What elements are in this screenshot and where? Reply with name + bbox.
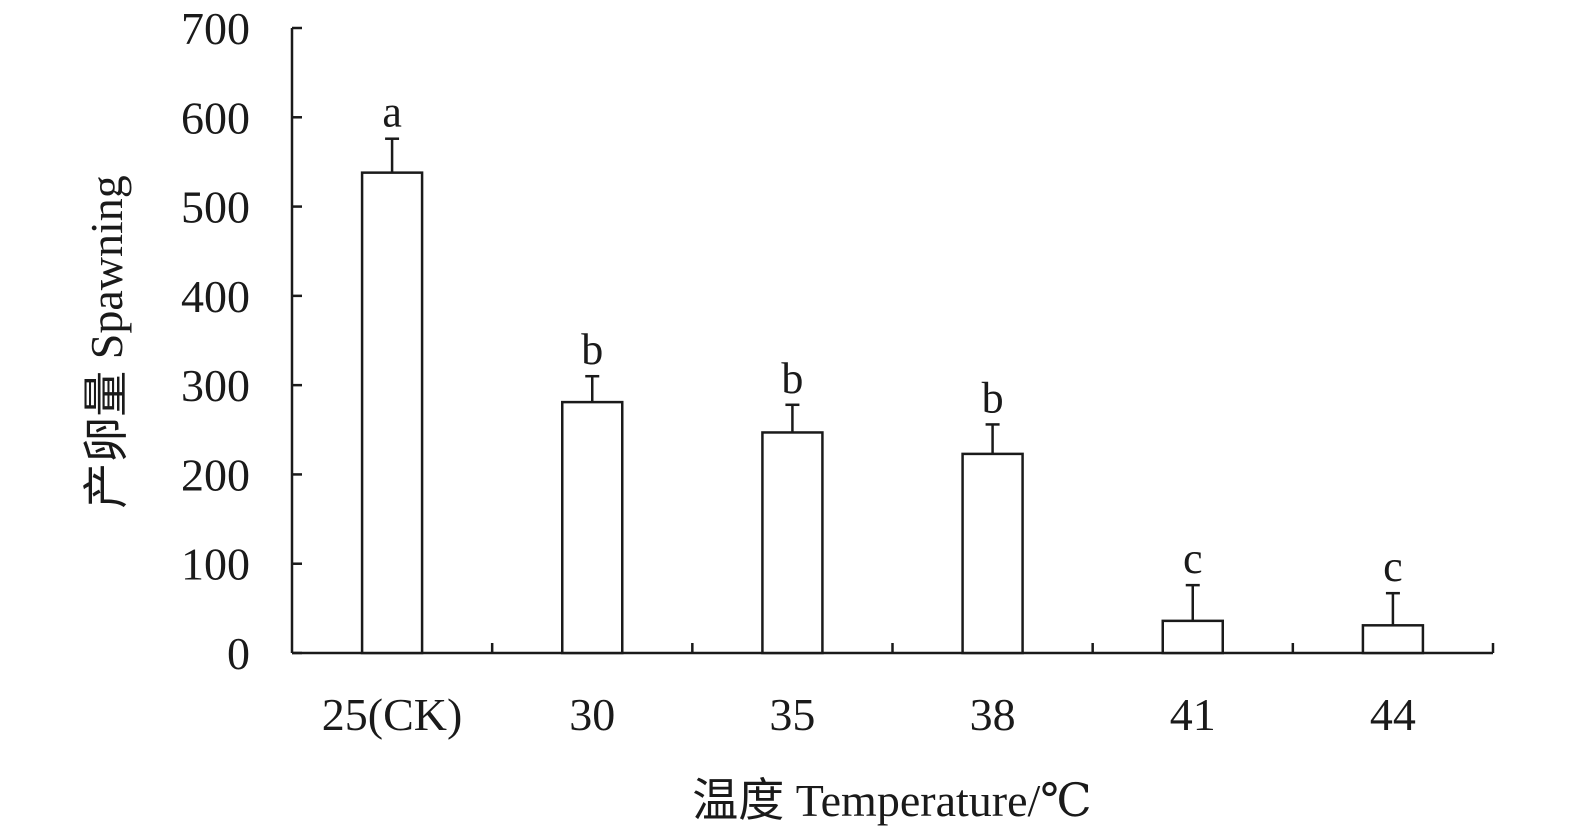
bar-4: [1161, 619, 1224, 655]
bar-5: [1361, 624, 1425, 655]
significance-label-5: c: [1383, 542, 1403, 591]
x-tick-label-1: 30: [569, 689, 615, 740]
y-axis-title: 产卵量 Spawning: [81, 175, 132, 509]
bar-0: [360, 171, 424, 655]
y-tick-label: 400: [181, 271, 250, 322]
significance-label-1: b: [581, 325, 603, 374]
y-tick-label: 300: [181, 360, 250, 411]
y-tick-label: 0: [227, 628, 250, 679]
plot-area: 0 100 200 300 400 500 600 700 a 25(CK) b 30 b 35 b 38 c 4…: [181, 3, 1495, 740]
x-tick-label-2: 35: [769, 689, 815, 740]
bar-3: [961, 452, 1024, 655]
y-tick-label: 700: [181, 3, 250, 54]
x-axis-title: 温度 Temperature/℃: [692, 775, 1092, 826]
significance-label-2: b: [781, 354, 803, 403]
y-tick-label: 100: [181, 539, 250, 590]
significance-label-3: b: [982, 373, 1004, 422]
y-tick-label: 500: [181, 182, 250, 233]
x-tick-label-3: 38: [970, 689, 1016, 740]
significance-label-0: a: [382, 88, 402, 137]
x-tick-label-5: 44: [1370, 689, 1416, 740]
y-tick-label: 600: [181, 92, 250, 143]
x-tick-label-4: 41: [1170, 689, 1216, 740]
bar-1: [561, 400, 624, 655]
x-tick-label-0: 25(CK): [322, 689, 463, 740]
significance-label-4: c: [1183, 534, 1203, 583]
bar-2: [761, 431, 824, 655]
y-tick-label: 200: [181, 449, 250, 500]
